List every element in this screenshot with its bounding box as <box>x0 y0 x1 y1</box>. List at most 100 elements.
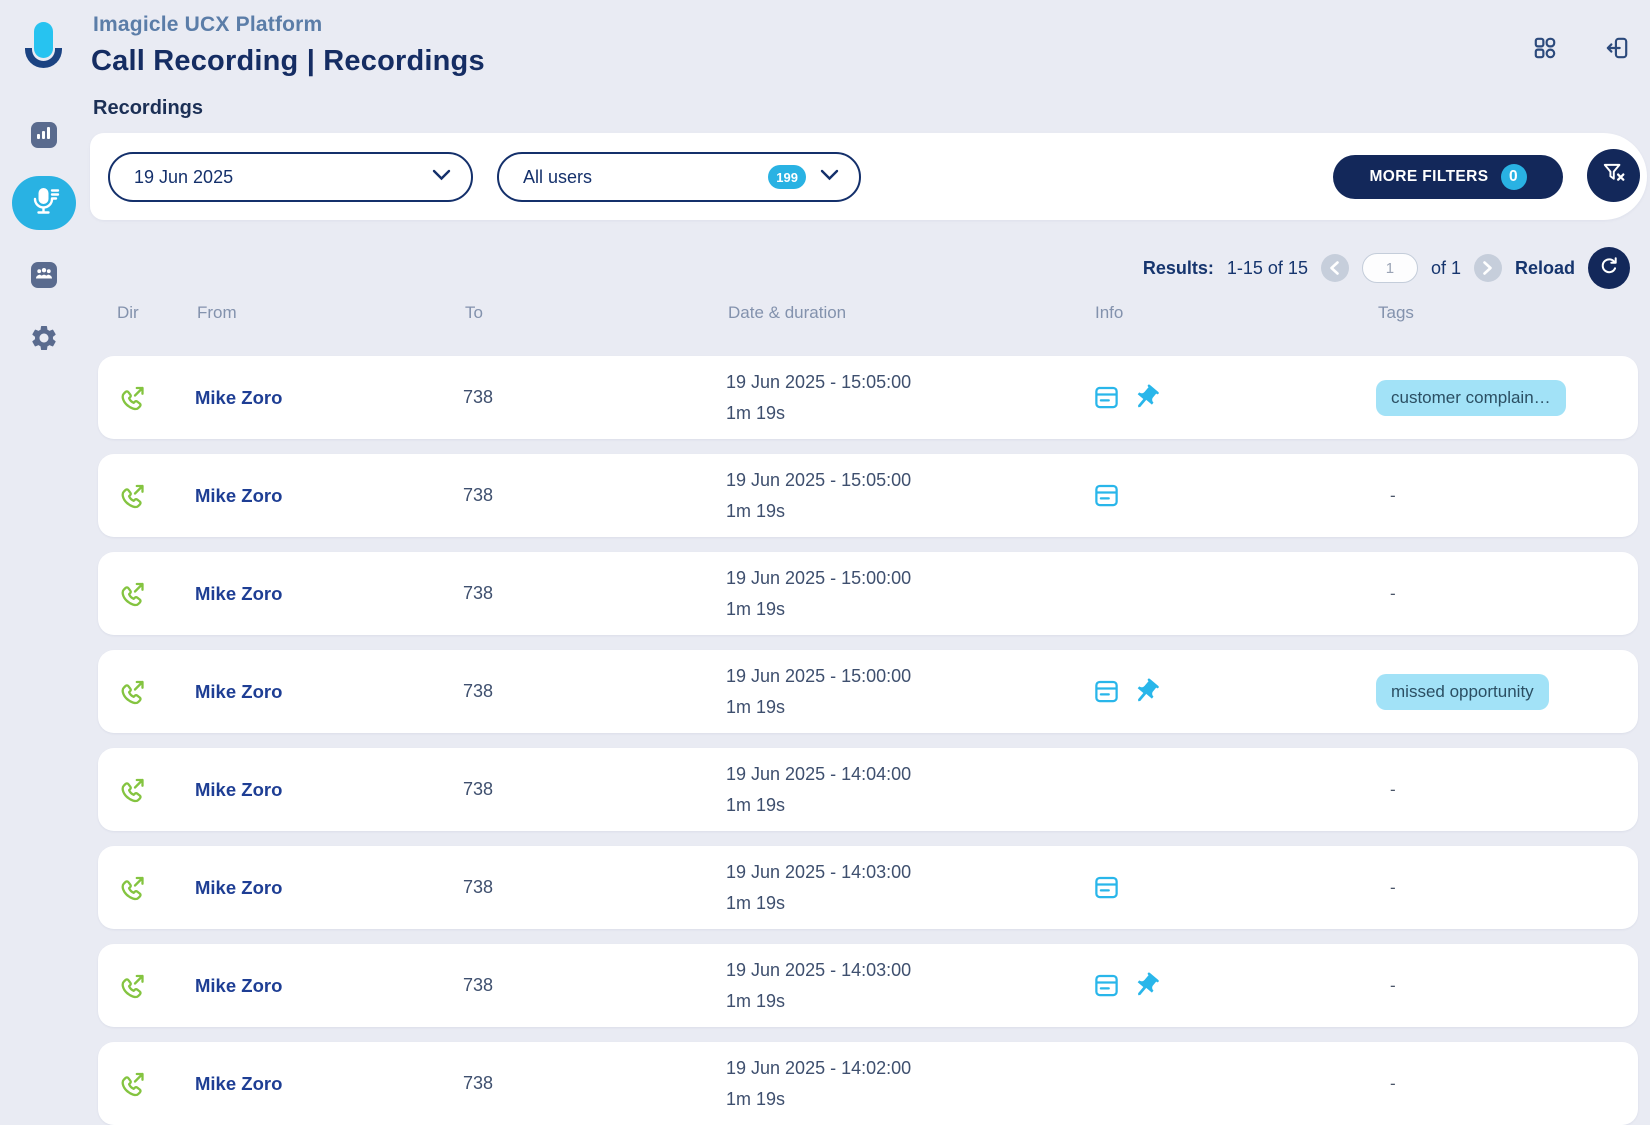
table-row[interactable]: Mike Zoro 738 19 Jun 2025 - 15:05:00 1m … <box>98 356 1638 439</box>
pin-icon[interactable] <box>1131 677 1161 707</box>
date-duration: 19 Jun 2025 - 14:03:00 1m 19s <box>726 944 911 1027</box>
call-datetime: 19 Jun 2025 - 15:00:00 <box>726 567 912 588</box>
chevron-down-icon <box>432 168 451 186</box>
notes-icon[interactable] <box>1093 678 1120 705</box>
sidebar-item-settings[interactable] <box>29 323 59 353</box>
table-row[interactable]: Mike Zoro 738 19 Jun 2025 - 15:00:00 1m … <box>98 552 1638 635</box>
tag-pill[interactable]: missed opportunity <box>1376 673 1549 710</box>
tags-cell: customer complain… <box>1376 356 1566 439</box>
notes-icon[interactable] <box>1093 874 1120 901</box>
more-filters-button[interactable]: MORE FILTERS 0 <box>1333 155 1563 199</box>
page-title: Call Recording | Recordings <box>91 45 485 77</box>
callee-number: 738 <box>463 779 494 799</box>
call-duration: 1m 19s <box>726 990 786 1011</box>
tags-cell: - <box>1376 748 1396 831</box>
caller-name: Mike Zoro <box>195 1072 283 1094</box>
call-duration: 1m 19s <box>726 500 786 521</box>
app-brand: Imagicle UCX Platform <box>93 13 323 36</box>
imagicle-logo <box>24 22 62 78</box>
logout-icon[interactable] <box>1604 35 1630 61</box>
page-of-label: of 1 <box>1430 257 1461 278</box>
results-pagination-bar: Results: 1-15 of 15 of 1 Reload <box>1143 247 1630 289</box>
date-duration: 19 Jun 2025 - 15:05:00 1m 19s <box>726 356 911 439</box>
prev-page-button[interactable] <box>1320 254 1349 282</box>
outgoing-call-icon <box>117 748 149 831</box>
reload-button[interactable] <box>1588 247 1630 289</box>
funnel-x-icon <box>1601 160 1627 191</box>
caller-name: Mike Zoro <box>195 778 283 800</box>
microphone-icon <box>27 185 61 222</box>
table-row[interactable]: Mike Zoro 738 19 Jun 2025 - 14:02:00 1m … <box>98 1042 1638 1125</box>
outgoing-call-icon <box>117 454 149 537</box>
filter-bar: 19 Jun 2025 All users 199 MORE FILTERS 0 <box>90 133 1647 220</box>
info-icons <box>1093 454 1120 537</box>
info-icons <box>1093 356 1161 439</box>
outgoing-call-icon <box>117 846 149 929</box>
sidebar-item-users[interactable] <box>31 262 57 288</box>
table-row[interactable]: Mike Zoro 738 19 Jun 2025 - 15:00:00 1m … <box>98 650 1638 733</box>
no-tag-dash: - <box>1390 583 1396 603</box>
caller-name: Mike Zoro <box>195 582 283 604</box>
table-row[interactable]: Mike Zoro 738 19 Jun 2025 - 14:03:00 1m … <box>98 944 1638 1027</box>
caller-name: Mike Zoro <box>195 484 283 506</box>
table-row[interactable]: Mike Zoro 738 19 Jun 2025 - 14:03:00 1m … <box>98 846 1638 929</box>
date-filter-select[interactable]: 19 Jun 2025 <box>108 152 473 202</box>
date-duration: 19 Jun 2025 - 15:00:00 1m 19s <box>726 650 911 733</box>
app-grid-icon[interactable] <box>1532 35 1558 61</box>
date-duration: 19 Jun 2025 - 14:02:00 1m 19s <box>726 1042 911 1125</box>
clear-filters-button[interactable] <box>1587 149 1640 202</box>
bar-chart-icon <box>36 125 52 146</box>
outgoing-call-icon <box>117 944 149 1027</box>
callee-number: 738 <box>463 975 494 995</box>
notes-icon[interactable] <box>1093 384 1120 411</box>
more-filters-count-badge: 0 <box>1500 164 1527 190</box>
pin-icon[interactable] <box>1131 971 1161 1001</box>
call-duration: 1m 19s <box>726 402 786 423</box>
next-page-button[interactable] <box>1473 254 1502 282</box>
gear-icon <box>29 325 59 357</box>
outgoing-call-icon <box>117 356 149 439</box>
call-datetime: 19 Jun 2025 - 15:00:00 <box>726 665 912 686</box>
no-tag-dash: - <box>1390 975 1396 995</box>
info-icons <box>1093 650 1161 733</box>
info-icons <box>1093 846 1120 929</box>
date-duration: 19 Jun 2025 - 14:04:00 1m 19s <box>726 748 911 831</box>
sidebar-item-recordings[interactable] <box>12 176 76 230</box>
callee-number: 738 <box>463 877 494 897</box>
table-row[interactable]: Mike Zoro 738 19 Jun 2025 - 15:05:00 1m … <box>98 454 1638 537</box>
tag-pill[interactable]: customer complain… <box>1376 379 1566 416</box>
callee-number: 738 <box>463 1073 494 1093</box>
no-tag-dash: - <box>1390 779 1396 799</box>
outgoing-call-icon <box>117 650 149 733</box>
callee-number: 738 <box>463 681 494 701</box>
table-row[interactable]: Mike Zoro 738 19 Jun 2025 - 14:04:00 1m … <box>98 748 1638 831</box>
caller-name: Mike Zoro <box>195 876 283 898</box>
call-datetime: 19 Jun 2025 - 14:04:00 <box>726 763 912 784</box>
info-icons <box>1093 944 1161 1027</box>
call-duration: 1m 19s <box>726 1088 786 1109</box>
users-filter-value: All users <box>523 166 593 187</box>
caller-name: Mike Zoro <box>195 680 283 702</box>
refresh-icon <box>1598 255 1620 282</box>
notes-icon[interactable] <box>1093 482 1120 509</box>
no-tag-dash: - <box>1390 1073 1396 1093</box>
users-filter-select[interactable]: All users 199 <box>497 152 861 202</box>
notes-icon[interactable] <box>1093 972 1120 999</box>
call-datetime: 19 Jun 2025 - 15:05:00 <box>726 469 912 490</box>
call-duration: 1m 19s <box>726 794 786 815</box>
tags-cell: - <box>1376 1042 1396 1125</box>
page-number-input[interactable] <box>1361 253 1418 283</box>
sidebar-item-analytics[interactable] <box>31 122 57 148</box>
tags-cell: - <box>1376 454 1396 537</box>
date-filter-value: 19 Jun 2025 <box>134 166 234 187</box>
logo-mic-arc <box>25 48 62 68</box>
callee-number: 738 <box>463 583 494 603</box>
caller-name: Mike Zoro <box>195 386 283 408</box>
caller-name: Mike Zoro <box>195 974 283 996</box>
pin-icon[interactable] <box>1131 383 1161 413</box>
reload-label[interactable]: Reload <box>1514 257 1575 278</box>
callee-number: 738 <box>463 387 494 407</box>
people-icon <box>35 265 53 286</box>
outgoing-call-icon <box>117 552 149 635</box>
col-header-info: Info <box>1095 303 1124 322</box>
